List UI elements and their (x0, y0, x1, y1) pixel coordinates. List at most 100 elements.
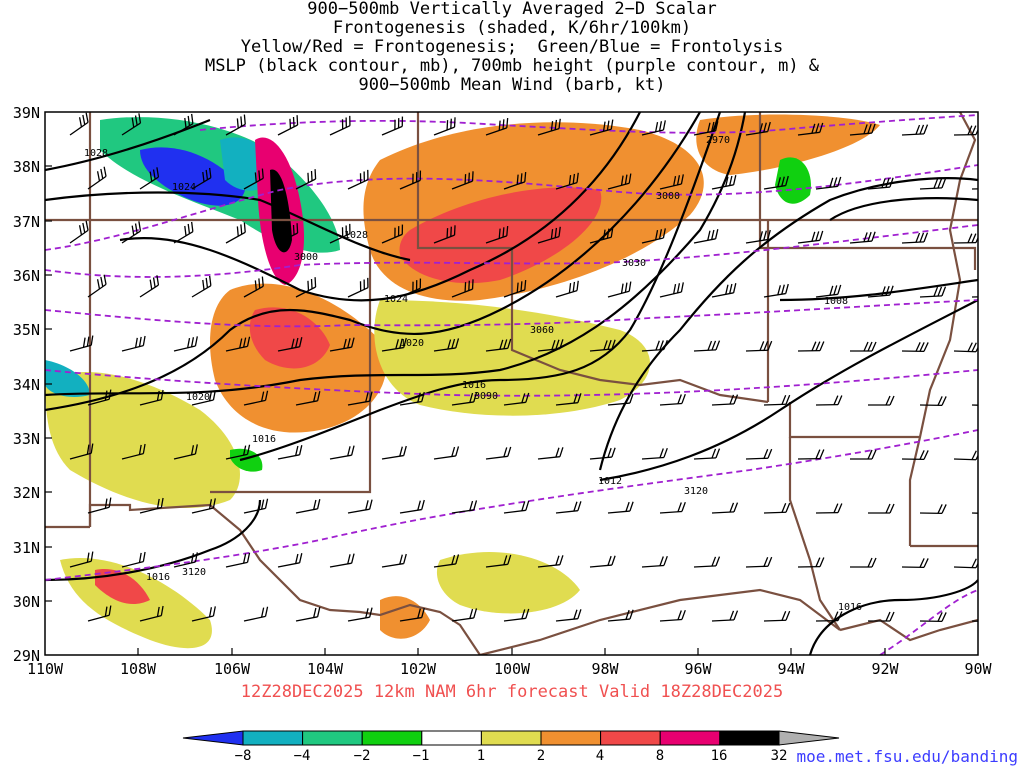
wind-barb (745, 121, 771, 136)
wind-barb (901, 342, 929, 353)
lat-tick-label: 39N (13, 104, 40, 122)
credit-link[interactable]: moe.met.fsu.edu/banding (796, 747, 1018, 766)
mslp-label: 1016 (146, 572, 170, 583)
wind-barb (243, 390, 269, 406)
wind-barb (191, 498, 216, 514)
height-contours (45, 114, 978, 655)
wind-barb (503, 500, 530, 514)
mslp-contour-12 (829, 197, 978, 221)
wind-barb (243, 498, 269, 514)
wind-barb (399, 499, 425, 514)
wind-barb (173, 221, 194, 244)
wind-barb (69, 335, 94, 352)
height-label: 3090 (474, 391, 498, 402)
colorbar-tick-label: −1 (413, 748, 430, 764)
wind-barb (589, 555, 616, 568)
wind-barb (919, 286, 947, 298)
wind-barb (277, 223, 299, 244)
colorbar-box (361, 730, 423, 746)
wind-barb (607, 501, 634, 514)
wind-barb (121, 113, 142, 136)
wind-barb (971, 620, 978, 623)
wind-barb (555, 609, 582, 622)
wind-barb (797, 557, 825, 568)
lon-tick-label: 110W (27, 660, 64, 678)
wind-barb (295, 607, 321, 622)
shade-red-north (399, 187, 602, 284)
wind-barb (329, 223, 351, 244)
lat-tick-label: 38N (13, 158, 40, 176)
lon-tick-label: 104W (307, 660, 344, 678)
wind-barbs (69, 112, 978, 623)
wind-barb (953, 233, 978, 244)
wind-barb (797, 230, 824, 244)
colorbar-boxes (242, 730, 780, 746)
mslp-label: 1028 (84, 148, 108, 159)
wind-barb (641, 228, 666, 244)
wind-barb (451, 171, 474, 190)
figure-title: 900−500mb Vertically Averaged 2−D Scalar… (0, 0, 1024, 95)
title-line-5: 900−500mb Mean Wind (barb, kt) (358, 75, 666, 95)
wind-barb (121, 443, 146, 460)
wind-barb (485, 554, 512, 568)
wind-barb (173, 552, 198, 568)
lon-ticks (137, 648, 886, 655)
wind-barb (659, 282, 684, 298)
borders (45, 112, 978, 655)
wind-barb (641, 120, 666, 136)
wind-barb (295, 391, 321, 406)
height-label: 3120 (182, 567, 206, 578)
contour-labels: 1028 1024 1028 1024 1020 1020 1016 1016 … (84, 135, 862, 613)
title-line-1: 900−500mb Vertically Averaged 2−D Scalar (307, 0, 717, 19)
border-mississippi (908, 112, 977, 546)
wind-barb (971, 404, 978, 407)
wind-barb (87, 605, 112, 622)
wind-barb (555, 280, 579, 298)
wind-barb (399, 170, 422, 190)
lat-tick-label: 32N (13, 484, 40, 502)
wind-barb (607, 173, 632, 190)
colorbar-left-arrow (182, 730, 244, 746)
colorbar-box (719, 730, 780, 746)
wind-barb (693, 340, 721, 352)
wind-barb (711, 502, 739, 514)
wind-barb (243, 606, 269, 622)
wind-barb (173, 444, 198, 460)
mslp-label: 1028 (344, 230, 368, 241)
wind-barb (485, 117, 509, 136)
wind-barb (121, 221, 142, 244)
wind-barb (797, 341, 825, 352)
wind-barb (589, 119, 614, 136)
shade-orange-tx-coast (380, 596, 430, 639)
mslp-label: 1020 (186, 392, 210, 403)
shade-yellow-sw (45, 371, 240, 509)
wind-barb (433, 446, 460, 460)
wind-barb (87, 274, 107, 298)
wind-barb (537, 339, 564, 352)
wind-barb (381, 445, 407, 460)
wind-barb (815, 176, 842, 190)
height-contour-3120 (45, 429, 978, 581)
wind-barb (693, 448, 721, 460)
wind-barb (69, 443, 94, 460)
wind-barb (868, 503, 895, 514)
wind-barb (87, 389, 112, 406)
wind-barb (225, 114, 246, 136)
lat-tick-label: 37N (13, 213, 40, 231)
gulf-coast-la (839, 618, 978, 642)
lon-tick-label: 92W (871, 660, 899, 678)
lat-tick-label: 30N (13, 593, 40, 611)
wind-barb (693, 556, 721, 568)
wind-barb (953, 342, 978, 353)
shade-blue-nm (140, 147, 245, 206)
wind-barb (537, 118, 561, 136)
title-line-3: Yellow/Red = Frontogenesis; Green/Blue =… (240, 37, 784, 57)
wind-barb (191, 275, 212, 298)
lat-tick-label: 33N (13, 430, 40, 448)
wind-barb (849, 231, 876, 244)
colorbar: −8 −4 −2 −1 1 2 4 8 16 32 (182, 730, 840, 764)
mslp-contours (45, 112, 978, 655)
wind-barb (173, 336, 198, 352)
wind-barb (745, 229, 771, 244)
wind-barb (277, 115, 299, 136)
